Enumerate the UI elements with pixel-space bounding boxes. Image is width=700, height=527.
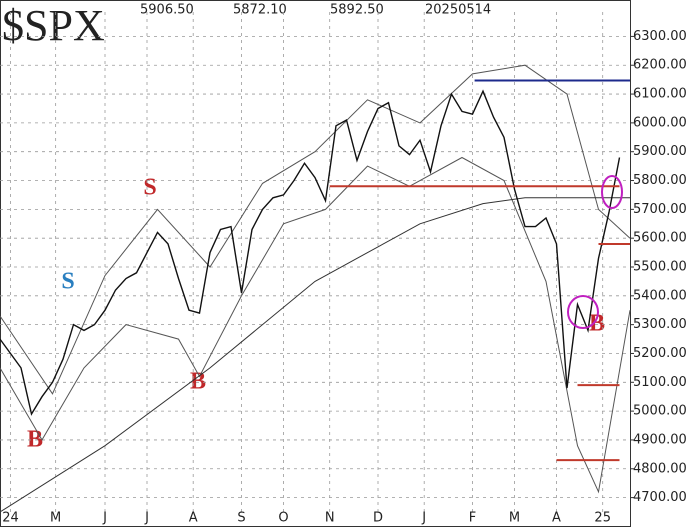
- plot-frame: [0, 0, 631, 527]
- y-tick-label: 5000.00: [633, 404, 687, 419]
- x-tick-label: F: [469, 511, 476, 526]
- y-tick-label: 5300.00: [633, 317, 687, 332]
- highlight-circle: [567, 295, 599, 329]
- chart-title: $SPX: [2, 1, 105, 50]
- x-tick-label: J: [102, 511, 107, 526]
- y-tick-label: 5200.00: [633, 346, 687, 361]
- x-tick-label: A: [552, 511, 561, 526]
- y-tick-label: 6000.00: [633, 115, 687, 130]
- y-tick-label: 5100.00: [633, 375, 687, 390]
- x-tick-label: M: [509, 511, 520, 526]
- y-tick-label: 5800.00: [633, 173, 687, 188]
- highlight-circle: [601, 175, 623, 209]
- annotation: B: [27, 427, 43, 453]
- series-line: [0, 197, 630, 513]
- header-value: 5906.50: [140, 3, 194, 18]
- y-tick-label: 6300.00: [633, 29, 687, 44]
- annotation: B: [589, 311, 605, 337]
- y-tick-label: 6200.00: [633, 58, 687, 73]
- x-tick-label: N: [325, 511, 335, 526]
- annotation: S: [143, 175, 156, 201]
- series-line: [0, 64, 631, 395]
- header-value: 20250514: [425, 3, 491, 18]
- y-tick-label: 4800.00: [633, 461, 687, 476]
- y-tick-label: 5400.00: [633, 288, 687, 303]
- annotation: B: [190, 369, 206, 395]
- x-tick-label: M: [50, 511, 61, 526]
- x-tick-label: D: [373, 511, 383, 526]
- header-value: 5892.50: [330, 3, 384, 18]
- header-value: 5872.10: [233, 3, 287, 18]
- y-tick-label: 4700.00: [633, 490, 687, 505]
- x-tick-label: S: [237, 511, 245, 526]
- y-tick-label: 5900.00: [633, 144, 687, 159]
- x-tick-label: 25: [594, 511, 611, 526]
- x-tick-label: J: [144, 511, 149, 526]
- x-tick-label: A: [189, 511, 198, 526]
- series-line: [0, 89, 621, 416]
- y-tick-label: 6100.00: [633, 87, 687, 102]
- y-tick-label: 5600.00: [633, 231, 687, 246]
- x-tick-label: O: [278, 511, 288, 526]
- x-tick-label: 24: [2, 511, 19, 526]
- y-tick-label: 5700.00: [633, 202, 687, 217]
- x-tick-label: J: [421, 511, 426, 526]
- series-line: [0, 156, 631, 494]
- y-tick-label: 5500.00: [633, 260, 687, 275]
- annotation: S: [61, 269, 74, 295]
- y-tick-label: 4900.00: [633, 432, 687, 447]
